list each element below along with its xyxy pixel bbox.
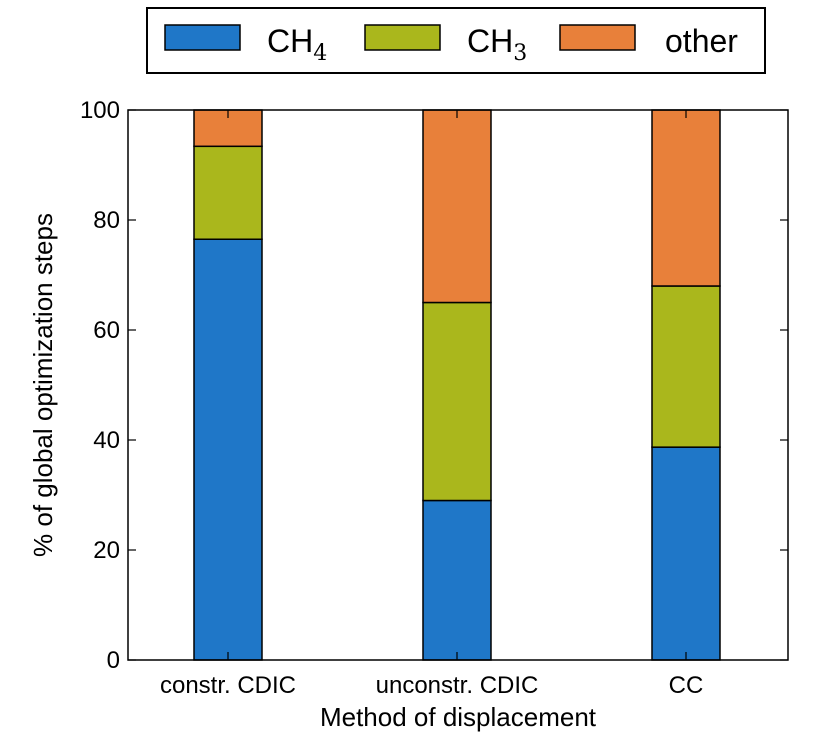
legend-swatch-ch3 xyxy=(364,24,441,51)
bar-segment-ch3-3 xyxy=(651,285,721,448)
y-tick-label: 60 xyxy=(93,317,120,344)
y-axis-label: % of global optimization steps xyxy=(28,213,58,557)
x-tick-label: unconstr. CDIC xyxy=(376,672,539,699)
x-tick-label: constr. CDIC xyxy=(160,672,296,699)
bar-segment-ch4-3 xyxy=(651,446,721,661)
bars-group xyxy=(193,109,721,661)
y-axis: 0 20 40 60 80 100 xyxy=(80,97,788,674)
bar-segment-ch3-1 xyxy=(193,145,263,240)
x-axis: constr. CDIC unconstr. CDIC CC xyxy=(160,110,703,699)
legend-label-ch4: CH4 xyxy=(267,23,327,66)
legend-swatch-ch4 xyxy=(164,24,241,51)
legend: CH4 CH3 other xyxy=(146,7,766,74)
bar-segment-other-3 xyxy=(651,109,721,287)
y-tick-label: 100 xyxy=(80,97,120,124)
y-tick-label: 20 xyxy=(93,537,120,564)
bar-segment-ch4-1 xyxy=(193,238,263,661)
legend-swatch-other xyxy=(559,24,636,51)
bar-segment-ch3-2 xyxy=(422,301,492,502)
y-tick-label: 80 xyxy=(93,207,120,234)
bar-segment-ch4-2 xyxy=(422,499,492,661)
y-tick-label: 40 xyxy=(93,427,120,454)
legend-label-ch3: CH3 xyxy=(467,23,527,66)
plot-frame xyxy=(127,109,789,661)
x-tick-label: CC xyxy=(669,672,704,699)
x-axis-label: Method of displacement xyxy=(320,702,597,732)
legend-frame xyxy=(146,7,766,74)
legend-label-other: other xyxy=(665,23,738,59)
y-tick-label: 0 xyxy=(107,647,120,674)
bar-segment-other-2 xyxy=(422,109,492,304)
